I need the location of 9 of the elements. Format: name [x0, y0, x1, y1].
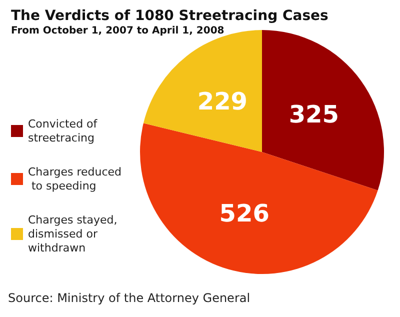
- source-note: Source: Ministry of the Attorney General: [8, 291, 250, 305]
- chart-title: The Verdicts of 1080 Streetracing Cases: [11, 8, 328, 24]
- legend-label: Charges reduced to speeding: [28, 166, 122, 192]
- data-label: 325: [288, 100, 339, 129]
- data-label: 526: [219, 200, 270, 228]
- data-label: 229: [197, 88, 248, 116]
- legend-label: Convicted of streetracing: [28, 118, 101, 144]
- legend-label: Charges stayed, dismissed or withdrawn: [28, 214, 121, 254]
- chart-subtitle: From October 1, 2007 to April 1, 2008: [11, 26, 224, 36]
